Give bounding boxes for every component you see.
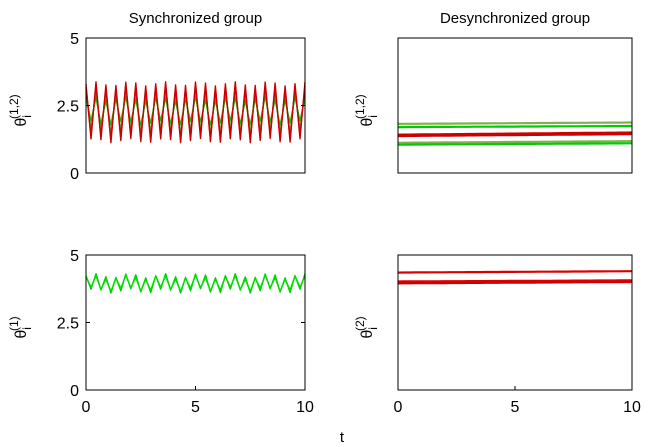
series-line-0 <box>397 121 632 125</box>
series-line-2 <box>397 131 633 136</box>
series-line-3 <box>85 85 306 140</box>
y-axis-label: θi(1) <box>7 316 34 338</box>
axes-frame <box>397 37 633 174</box>
y-tick-label: 5 <box>70 31 79 48</box>
y-axis-label: θi(1,2) <box>353 94 380 126</box>
axes-frame <box>397 254 633 391</box>
series-line-5 <box>397 142 632 146</box>
series-line-2 <box>397 280 632 285</box>
subplot-title: Desynchronized group <box>440 10 590 27</box>
y-tick-label: 0 <box>70 166 79 183</box>
series-line-1 <box>397 279 632 283</box>
y-tick-label: 5 <box>70 248 79 265</box>
series-line-3 <box>398 133 633 138</box>
series-line-0 <box>397 270 632 274</box>
x-tick-label: 5 <box>511 399 520 416</box>
x-tick-label: 0 <box>82 399 91 416</box>
x-tick-label: 0 <box>394 399 403 416</box>
x-tick-label: 10 <box>623 399 641 416</box>
y-axis-label: θi(1,2) <box>7 94 34 126</box>
y-tick-label: 2.5 <box>57 316 79 333</box>
figure-xlabel: t <box>340 429 345 446</box>
series-line-1 <box>398 124 632 129</box>
y-axis-label: θi(2) <box>353 316 380 338</box>
series-line-4 <box>397 140 633 144</box>
subplot-sync-one: 0 2.5 5 0 5 10 θi(1) <box>7 248 314 416</box>
series-line-1 <box>85 274 306 293</box>
subplot-sync-mixed: 0 2.5 5 Synchronized group θi(1,2) <box>7 10 306 183</box>
axes-frame <box>85 37 306 174</box>
subplot-title: Synchronized group <box>129 10 262 27</box>
subplot-desync-two: 0 5 10 θi(2) <box>353 254 641 416</box>
y-tick-label: 2.5 <box>57 99 79 116</box>
subplot-desync-mixed: Desynchronized group θi(1,2) <box>353 10 633 174</box>
y-tick-label: 0 <box>70 383 79 400</box>
x-tick-label: 5 <box>191 399 200 416</box>
x-tick-label: 10 <box>296 399 314 416</box>
